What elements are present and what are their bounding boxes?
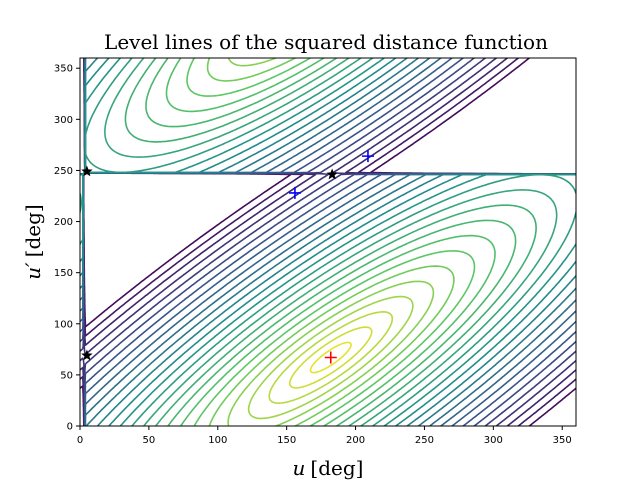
x-axis-variable: u — [293, 456, 306, 480]
star-marker-5 — [326, 168, 338, 180]
contour-level-12 — [80, 58, 576, 426]
y-axis-unit: [deg] — [21, 204, 45, 257]
contour-level-16 — [104, 58, 558, 426]
y-tick-label: 300 — [54, 115, 73, 126]
chart-title: Level lines of the squared distance func… — [104, 30, 548, 54]
plus-marker-1 — [324, 351, 337, 364]
contour-level-20 — [186, 58, 476, 426]
x-axis-unit: [deg] — [310, 456, 363, 480]
y-tick-label: 350 — [54, 64, 73, 75]
x-tick-label: 0 — [77, 435, 83, 446]
contour-level-19 — [165, 58, 496, 426]
x-tick-label: 350 — [553, 435, 572, 446]
contour-level-17 — [124, 58, 537, 426]
contour-level-26 — [309, 341, 352, 374]
plot-frame — [79, 57, 577, 427]
plus-marker-3 — [361, 150, 374, 163]
plus-marker-2 — [288, 186, 301, 199]
y-tick-label: 150 — [54, 268, 73, 279]
contour-level-22 — [227, 58, 435, 426]
axis-ticks: 0 50 100 150 200 250 300 350 0 50 100 150 200 250 300 3… — [54, 64, 572, 446]
y-tick-label: 100 — [54, 319, 73, 330]
y-tick-label: 50 — [60, 370, 73, 381]
x-axis-label: u [deg] — [293, 456, 364, 480]
y-tick-label: 200 — [54, 217, 73, 228]
contour-level-23 — [247, 295, 414, 420]
markers — [81, 150, 374, 364]
contour-level-14 — [80, 58, 576, 426]
x-tick-label: 100 — [208, 435, 227, 446]
x-tick-label: 300 — [484, 435, 503, 446]
contour-level-24 — [268, 311, 394, 404]
x-tick-label: 200 — [346, 435, 365, 446]
x-tick-label: 150 — [277, 435, 296, 446]
contour-level-21 — [206, 58, 455, 426]
x-tick-label: 50 — [143, 435, 156, 446]
star-marker-4 — [81, 165, 93, 177]
y-axis-label: u′ [deg] — [21, 204, 45, 279]
contour-lines — [80, 58, 576, 426]
y-tick-label: 0 — [67, 422, 73, 433]
contour-level-25 — [288, 326, 373, 389]
contour-level-18 — [145, 58, 517, 426]
star-marker-6 — [81, 349, 93, 361]
x-tick-label: 250 — [415, 435, 434, 446]
y-axis-variable: u′ — [21, 262, 45, 280]
y-tick-label: 250 — [54, 166, 73, 177]
